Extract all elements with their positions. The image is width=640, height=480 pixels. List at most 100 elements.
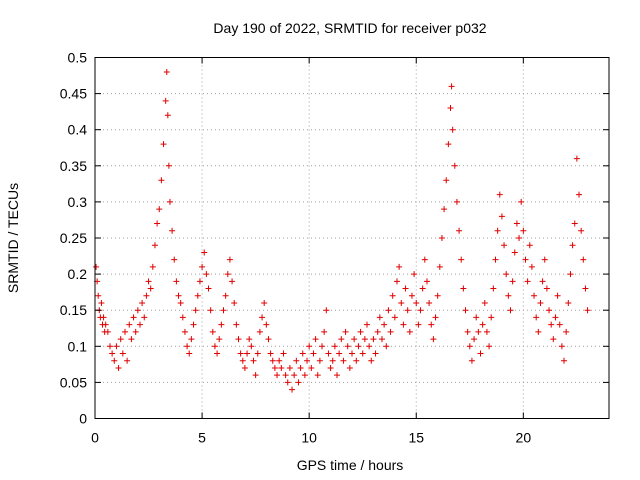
data-point xyxy=(214,350,221,357)
x-tick-label: 20 xyxy=(516,430,532,446)
data-point xyxy=(423,278,430,285)
data-point xyxy=(453,198,460,205)
data-point xyxy=(513,220,520,227)
data-point xyxy=(276,357,283,364)
data-point xyxy=(490,285,497,292)
data-point xyxy=(507,307,514,314)
y-axis-label: SRMTID / TECUs xyxy=(5,183,21,293)
data-point xyxy=(239,357,246,364)
data-point xyxy=(552,314,559,321)
data-point xyxy=(246,336,253,343)
data-point xyxy=(419,285,426,292)
data-point xyxy=(483,328,490,335)
data-point xyxy=(141,314,148,321)
data-point xyxy=(438,235,445,241)
data-point xyxy=(231,299,238,306)
data-point xyxy=(415,321,422,328)
y-tick-label: 0.2 xyxy=(68,266,88,282)
data-point xyxy=(535,328,542,335)
data-point xyxy=(451,162,458,169)
data-point xyxy=(179,314,186,321)
data-point xyxy=(569,242,576,249)
data-point xyxy=(111,357,118,364)
data-point xyxy=(383,343,390,350)
data-point xyxy=(235,336,242,343)
data-point xyxy=(445,141,452,148)
data-point xyxy=(199,263,206,270)
data-point xyxy=(192,307,199,314)
data-point xyxy=(209,328,216,335)
data-point xyxy=(393,278,400,285)
data-point xyxy=(402,285,409,292)
x-tick-label: 15 xyxy=(408,430,424,446)
data-point xyxy=(151,242,158,249)
data-point xyxy=(134,307,141,314)
data-point xyxy=(336,350,343,357)
data-point xyxy=(325,350,332,357)
data-point xyxy=(353,357,360,364)
data-point xyxy=(361,336,368,343)
data-point xyxy=(284,379,291,386)
data-point xyxy=(448,83,455,90)
data-point xyxy=(432,314,439,321)
data-point xyxy=(218,321,225,328)
data-point xyxy=(524,278,531,285)
data-point xyxy=(368,357,375,364)
data-point xyxy=(278,364,285,371)
data-point xyxy=(533,314,540,321)
y-tick-label: 0 xyxy=(79,411,87,427)
data-point xyxy=(543,285,550,292)
data-point xyxy=(516,235,523,241)
data-point xyxy=(164,112,171,119)
data-point xyxy=(578,227,585,234)
data-point xyxy=(464,328,471,335)
data-point xyxy=(492,256,499,263)
x-axis-label: GPS time / hours xyxy=(297,457,404,473)
x-tick-label: 5 xyxy=(198,430,206,446)
data-point xyxy=(274,372,281,379)
data-point xyxy=(265,336,272,343)
data-point xyxy=(548,321,555,328)
data-point xyxy=(539,278,546,285)
data-point xyxy=(537,299,544,306)
data-point xyxy=(381,321,388,328)
data-point xyxy=(295,379,302,386)
data-point xyxy=(378,336,385,343)
data-point xyxy=(126,321,133,328)
data-point xyxy=(346,364,353,371)
data-point xyxy=(316,357,323,364)
data-point xyxy=(413,299,420,306)
y-tick-label: 0.3 xyxy=(68,194,88,210)
data-point xyxy=(509,278,516,285)
data-point xyxy=(175,292,182,299)
data-point xyxy=(526,242,533,249)
data-point xyxy=(184,343,191,350)
data-point xyxy=(436,263,443,270)
data-point xyxy=(321,328,328,335)
data-point xyxy=(128,336,135,343)
data-point xyxy=(158,177,165,184)
data-point xyxy=(498,213,505,220)
data-point xyxy=(241,364,248,371)
data-point xyxy=(404,307,411,314)
data-point xyxy=(391,314,398,321)
data-point xyxy=(501,242,508,249)
data-point xyxy=(216,336,223,343)
data-point xyxy=(304,357,311,364)
data-point xyxy=(479,321,486,328)
data-point xyxy=(196,278,203,285)
data-point xyxy=(340,357,347,364)
data-point xyxy=(169,227,176,234)
data-point xyxy=(165,162,172,169)
data-point xyxy=(331,343,338,350)
data-point xyxy=(434,292,441,299)
data-point xyxy=(205,285,212,292)
data-point xyxy=(117,336,124,343)
data-point xyxy=(582,285,589,292)
data-point xyxy=(563,328,570,335)
data-point xyxy=(573,155,580,162)
x-tick-label: 0 xyxy=(91,430,99,446)
data-point xyxy=(203,271,210,278)
data-points xyxy=(93,68,591,393)
data-point xyxy=(359,350,366,357)
